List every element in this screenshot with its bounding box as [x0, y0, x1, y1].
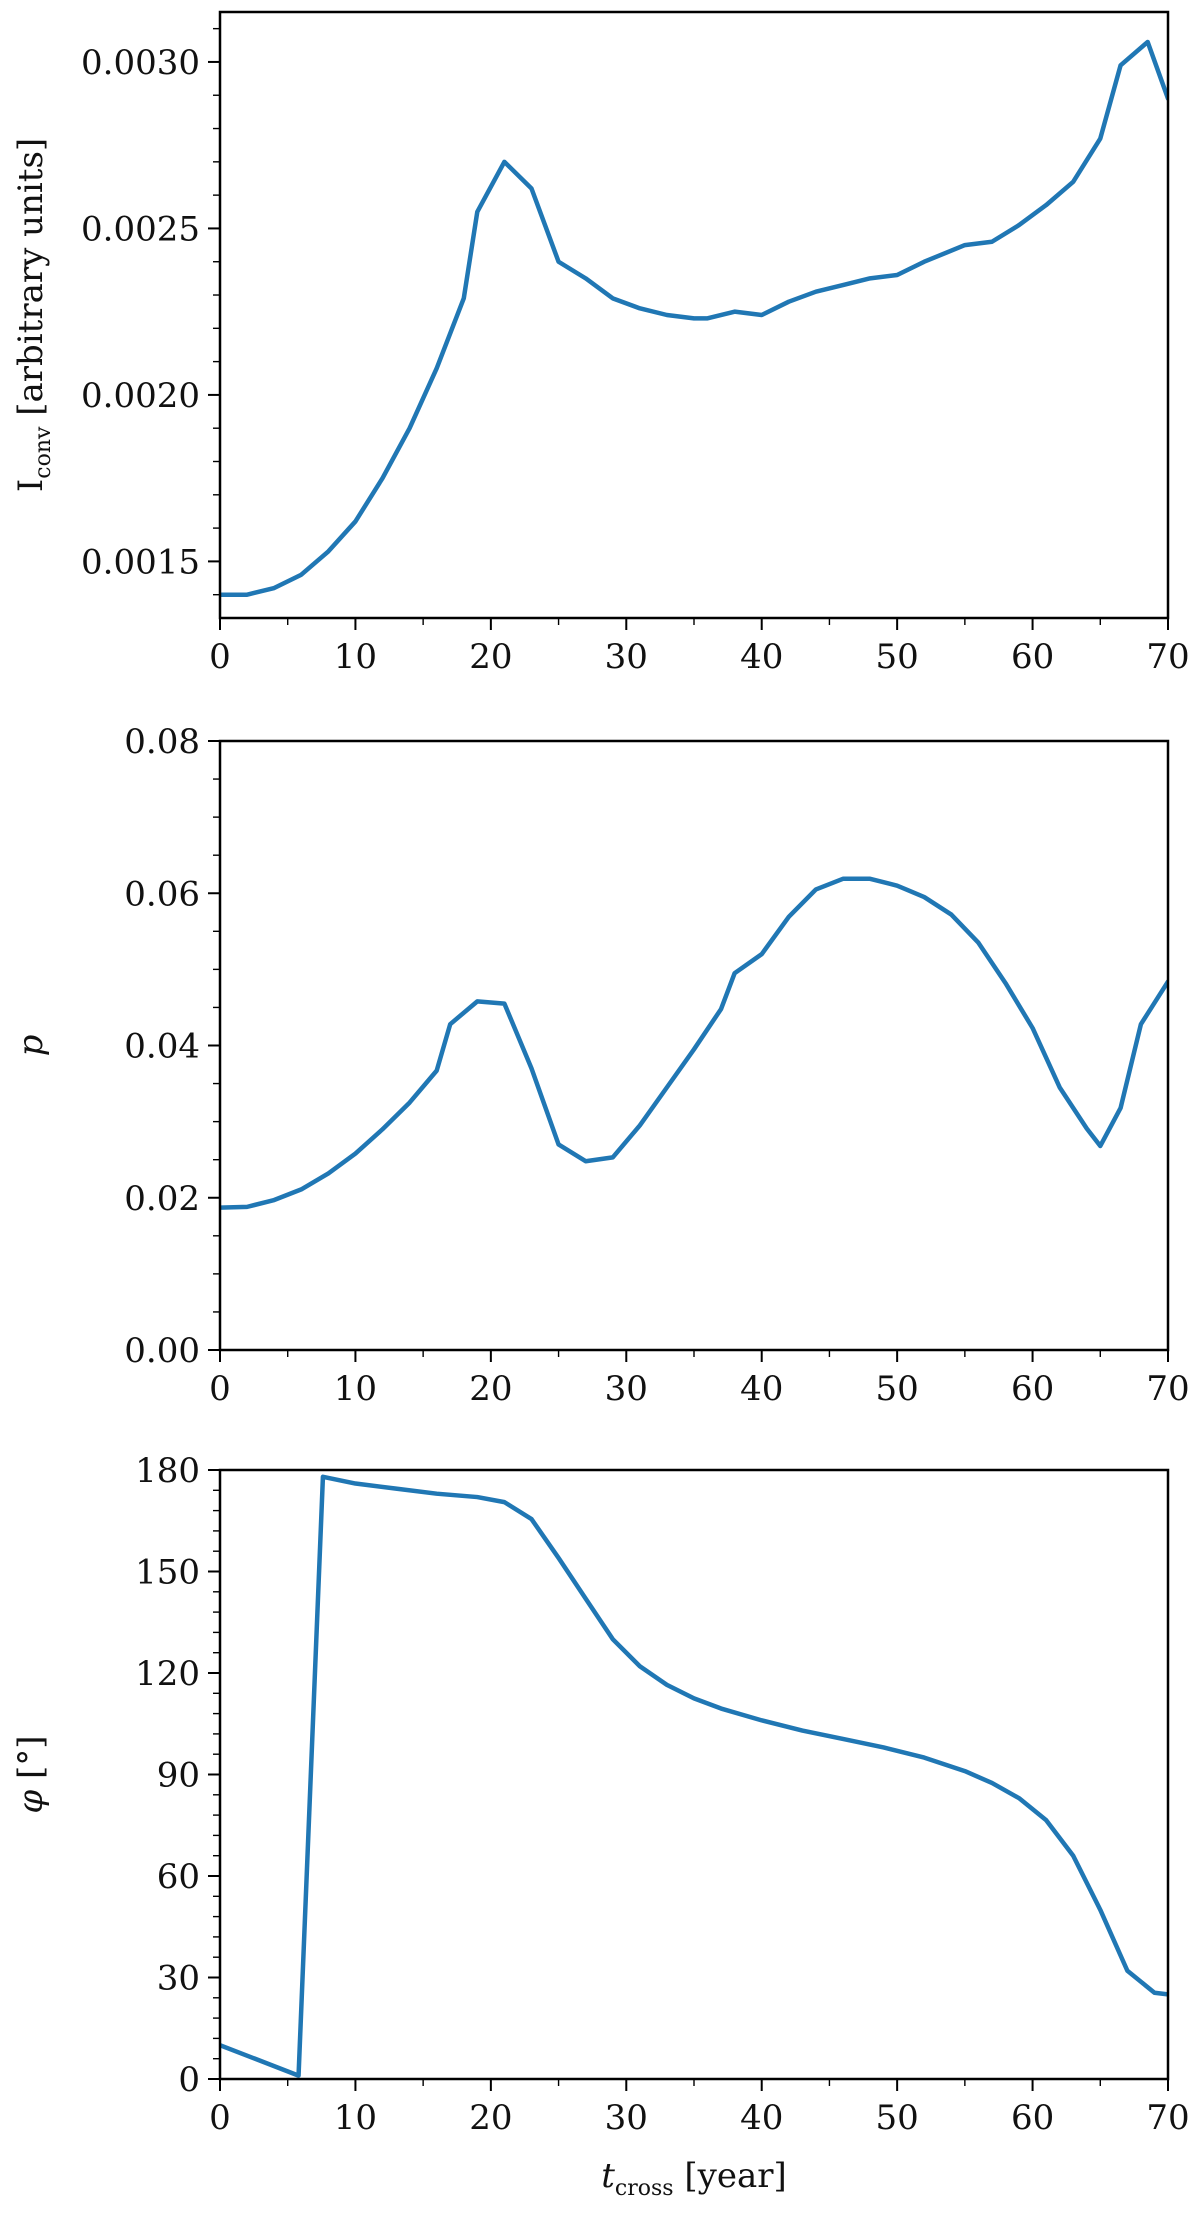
- y-tick-label: 90: [157, 1756, 200, 1796]
- polarization-degree-series-line: [220, 876, 1168, 1210]
- plot-frame: [218, 739, 1170, 1352]
- plot-frame: [218, 10, 1170, 620]
- y-axis-label: φ [°]: [11, 1735, 51, 1813]
- polarization-degree-panel: 0 10 20 30 40 50 60 70 0.00 0.02 0.04 0.06 0.08 p: [11, 722, 1190, 1409]
- x-tick-label: 70: [1146, 1369, 1189, 1409]
- x-tick-label: 60: [1011, 637, 1054, 677]
- y-tick-label: 0.0020: [81, 376, 200, 416]
- x-tick-label: 50: [876, 2098, 919, 2138]
- polarization-angle-panel: 0 10 20 30 40 50 60 70 0 30 60 90 120 150 180 φ [°] tcro…: [11, 1451, 1190, 2201]
- y-tick-label: 0.02: [124, 1179, 200, 1219]
- x-tick-label: 0: [209, 1369, 231, 1409]
- y-axis-label: p: [11, 1035, 51, 1057]
- x-tick-label: 20: [469, 637, 512, 677]
- x-tick-label: 0: [209, 2098, 231, 2138]
- x-tick-label: 30: [605, 2098, 648, 2138]
- x-tick-label: 40: [740, 1369, 783, 1409]
- x-tick-label: 70: [1146, 637, 1189, 677]
- x-tick-label: 30: [605, 637, 648, 677]
- x-tick-label: 30: [605, 1369, 648, 1409]
- x-tick-label: 20: [469, 2098, 512, 2138]
- y-tick-label: 0: [178, 2060, 200, 2100]
- x-axis-label: tcross [year]: [601, 2156, 787, 2201]
- xlabel-unit: [year]: [674, 2156, 787, 2196]
- y-tick-label: 0.0015: [81, 542, 200, 582]
- y-tick-label: 180: [135, 1451, 200, 1491]
- x-tick-label: 60: [1011, 2098, 1054, 2138]
- ylabel-unit: [arbitrary units]: [11, 138, 51, 427]
- y-tick-label: 0.08: [124, 722, 200, 762]
- x-tick-label: 70: [1146, 2098, 1189, 2138]
- y-tick-label: 30: [157, 1959, 200, 1999]
- x-tick-label: 10: [334, 1369, 377, 1409]
- x-tick-label: 40: [740, 2098, 783, 2138]
- y-tick-label: 150: [135, 1553, 200, 1593]
- intensity-series-line: [220, 39, 1168, 597]
- y-tick-label: 60: [157, 1857, 200, 1897]
- ylabel-main: p: [11, 1035, 51, 1057]
- x-tick-label: 10: [334, 637, 377, 677]
- y-axis-label: Iconv [arbitrary units]: [11, 138, 56, 492]
- xlabel-subscript: cross: [615, 2176, 674, 2201]
- plot-frame: [218, 1468, 1170, 2081]
- x-tick-label: 60: [1011, 1369, 1054, 1409]
- y-tick-label: 120: [135, 1654, 200, 1694]
- x-tick-label: 50: [876, 1369, 919, 1409]
- xlabel-main: t: [601, 2156, 615, 2196]
- x-tick-label: 10: [334, 2098, 377, 2138]
- y-tick-label: 0.04: [124, 1027, 200, 1067]
- polarization-angle-series-line: [220, 1474, 1168, 2078]
- y-tick-label: 0.00: [124, 1331, 200, 1371]
- x-tick-label: 40: [740, 637, 783, 677]
- y-tick-label: 0.0030: [81, 43, 200, 83]
- ylabel-main: φ: [11, 1790, 51, 1814]
- y-tick-label: 0.06: [124, 874, 200, 914]
- ylabel-unit: [°]: [11, 1735, 51, 1789]
- y-tick-label: 0.0025: [81, 209, 200, 249]
- x-tick-label: 20: [469, 1369, 512, 1409]
- intensity-panel: 0 10 20 30 40 50 60 70 0.0015 0.0020 0.0025 0.0030 I…: [11, 10, 1190, 677]
- x-tick-label: 50: [876, 637, 919, 677]
- ylabel-subscript: conv: [31, 426, 56, 479]
- ylabel-main: I: [11, 479, 51, 492]
- x-tick-label: 0: [209, 637, 231, 677]
